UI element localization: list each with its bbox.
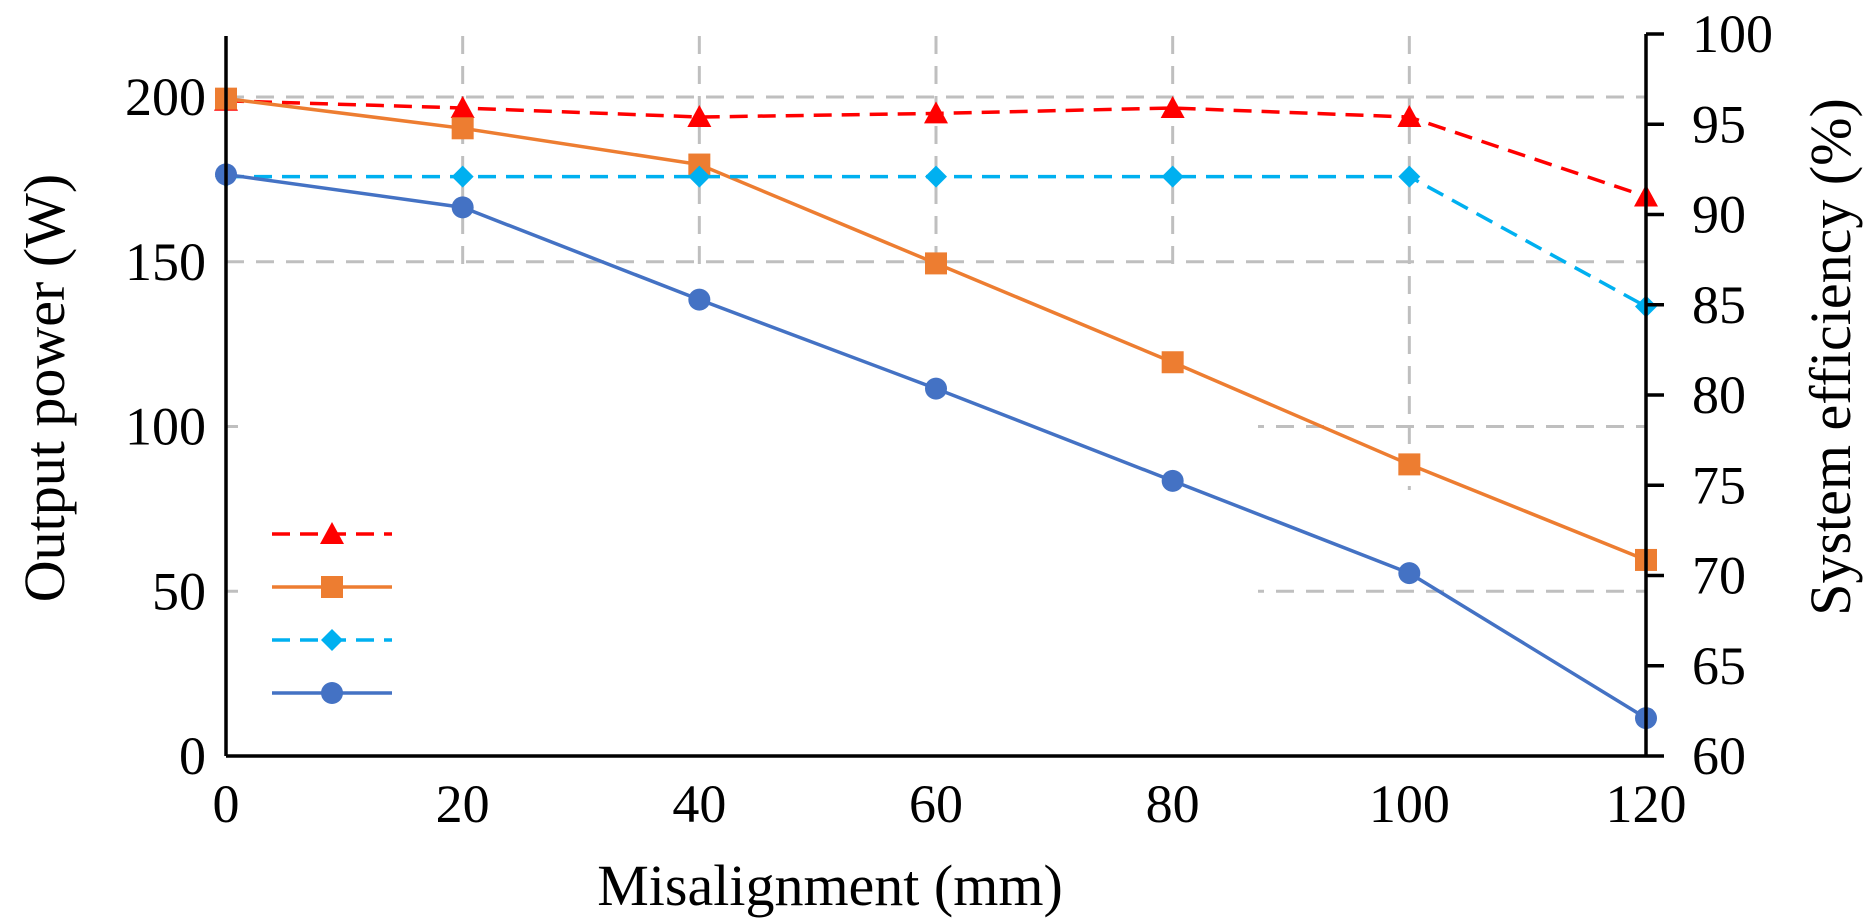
data-point (1161, 351, 1184, 374)
legend (272, 522, 392, 704)
x-tick-label: 100 (1369, 774, 1450, 834)
y2-tick-label: 65 (1692, 636, 1746, 696)
data-point (450, 96, 475, 119)
x-tick-label: 60 (909, 774, 963, 834)
data-point (451, 165, 474, 188)
series-diamond (215, 165, 1657, 318)
legend-marker (321, 682, 343, 704)
y2-tick-label: 75 (1692, 455, 1746, 515)
legend-entry (272, 576, 392, 598)
data-point (925, 165, 947, 188)
y2-tick-label: 85 (1692, 275, 1746, 335)
data-point (925, 377, 947, 400)
y2-tick-label: 95 (1692, 94, 1746, 154)
legend-entry (272, 629, 392, 651)
legend-backdrop (238, 268, 1258, 738)
x-tick-label: 0 (213, 774, 240, 834)
data-point (1398, 562, 1421, 585)
data-point (688, 165, 711, 188)
x-tick-label: 120 (1606, 774, 1687, 834)
x-tick-label: 20 (436, 774, 490, 834)
y2-tick-label: 70 (1692, 546, 1746, 606)
x-axis-title: Misalignment (mm) (597, 853, 1063, 918)
legend-entry (272, 522, 392, 544)
y-axis-title: Output power (W) (12, 174, 77, 602)
y-tick-label: 50 (152, 561, 206, 621)
axes (224, 32, 1664, 758)
y2-axis-title: System efficiency (%) (1798, 98, 1863, 616)
data-point (1398, 453, 1421, 476)
data-point (1161, 469, 1184, 492)
y-tick-label: 0 (179, 726, 206, 786)
data-point (1161, 165, 1184, 188)
series-layer (214, 87, 1658, 730)
data-point (451, 196, 474, 219)
legend-entry (272, 682, 392, 704)
data-point (688, 288, 711, 311)
y2-tick-label: 100 (1692, 4, 1773, 64)
y-tick-label: 200 (125, 67, 206, 127)
y2-tick-label: 90 (1692, 185, 1746, 245)
legend-marker (320, 522, 344, 544)
data-point (1160, 96, 1185, 119)
data-point (451, 117, 474, 140)
data-point (925, 252, 947, 275)
legend-marker (321, 629, 343, 651)
data-point (1397, 105, 1422, 128)
y2-tick-label: 80 (1692, 365, 1746, 425)
tick-labels: 0 20 40 60 80 100 120 0 50 100 150 200 60 65 70 75 80 85 9… (125, 4, 1773, 834)
y-tick-label: 100 (125, 397, 206, 457)
data-point (688, 153, 711, 176)
data-point (687, 105, 712, 128)
legend-marker (321, 576, 343, 598)
legend-area (238, 268, 1258, 738)
series-circle (215, 163, 1657, 730)
x-tick-label: 80 (1146, 774, 1200, 834)
data-point (1398, 165, 1421, 188)
data-point (924, 101, 948, 124)
x-tick-label: 40 (672, 774, 726, 834)
y-tick-label: 150 (125, 232, 206, 292)
y2-tick-label: 60 (1692, 726, 1746, 786)
